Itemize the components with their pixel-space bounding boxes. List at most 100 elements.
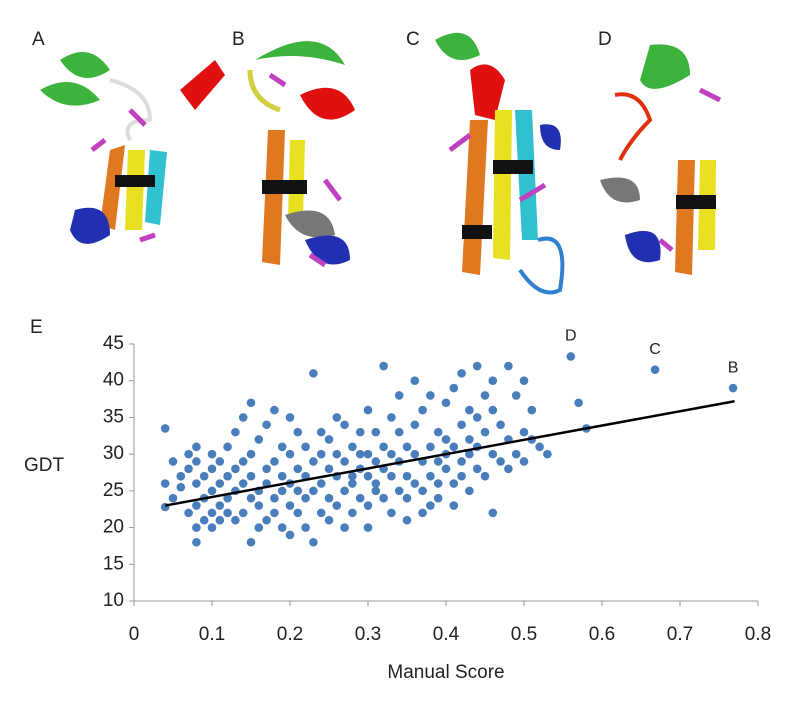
point — [246, 398, 256, 408]
point — [449, 383, 459, 393]
point — [511, 391, 521, 400]
point — [355, 449, 365, 459]
point — [238, 479, 248, 488]
y-tick-label: 40 — [103, 370, 124, 391]
point — [324, 435, 334, 444]
point — [332, 449, 342, 459]
point — [348, 479, 357, 488]
point — [340, 523, 349, 532]
x-tick-label: 0.1 — [199, 624, 225, 645]
y-tick-label: 20 — [103, 517, 124, 538]
point — [192, 501, 201, 510]
point — [348, 508, 357, 518]
point — [488, 508, 498, 518]
point — [324, 515, 334, 525]
point — [316, 427, 326, 437]
point — [465, 405, 474, 415]
point — [285, 449, 295, 459]
point — [433, 457, 443, 466]
point — [215, 479, 225, 488]
point — [566, 352, 576, 361]
point — [519, 427, 529, 437]
point — [215, 457, 225, 466]
point — [363, 449, 373, 459]
y-tick-label: 10 — [103, 590, 124, 611]
point — [371, 427, 381, 437]
point — [215, 515, 225, 525]
point — [527, 405, 537, 415]
point — [340, 457, 349, 466]
point — [192, 442, 201, 452]
point — [355, 427, 365, 437]
point — [480, 427, 490, 437]
point — [309, 457, 318, 466]
point — [246, 471, 256, 481]
point — [207, 464, 217, 474]
point — [199, 515, 209, 525]
point — [574, 398, 583, 408]
point — [316, 479, 326, 488]
point — [270, 405, 279, 415]
point — [410, 449, 420, 459]
point — [246, 449, 256, 459]
point — [238, 457, 248, 466]
point — [223, 442, 232, 452]
point — [387, 508, 396, 518]
point — [410, 420, 420, 430]
point — [223, 471, 232, 481]
point — [277, 471, 287, 481]
point — [441, 435, 451, 444]
point — [168, 493, 178, 503]
point — [426, 391, 435, 400]
point — [472, 464, 482, 474]
point — [223, 493, 232, 503]
point — [192, 457, 201, 466]
panel-label: D — [598, 29, 612, 50]
point — [457, 369, 466, 378]
point — [184, 449, 193, 459]
point — [192, 523, 201, 532]
point — [332, 501, 342, 510]
point — [262, 420, 271, 430]
structure-a — [40, 52, 225, 244]
point — [184, 508, 193, 518]
x-tick-label: 0.4 — [433, 624, 460, 645]
point — [363, 471, 373, 481]
x-tick-label: 0.8 — [745, 624, 771, 645]
point — [348, 471, 357, 481]
point — [270, 493, 279, 503]
point — [472, 413, 482, 422]
point — [340, 486, 349, 496]
point — [379, 493, 388, 503]
point — [309, 537, 318, 547]
x-axis-title: Manual Score — [387, 662, 504, 683]
annotation: C — [649, 341, 661, 358]
y-tick-label: 35 — [103, 406, 124, 427]
point — [441, 464, 451, 474]
point — [519, 376, 529, 386]
point — [309, 486, 318, 496]
point — [207, 486, 217, 496]
panel-label: A — [32, 29, 45, 50]
point — [496, 420, 505, 430]
point — [511, 449, 521, 459]
point — [387, 413, 396, 422]
point — [371, 479, 381, 488]
point — [402, 515, 412, 525]
y-tick-label: 25 — [103, 480, 124, 501]
point — [449, 442, 459, 452]
point — [246, 537, 256, 547]
point — [168, 457, 178, 466]
x-tick-label: 0.7 — [667, 624, 693, 645]
point — [231, 464, 240, 474]
point — [410, 376, 420, 386]
point — [231, 515, 240, 525]
point — [277, 486, 287, 496]
point — [293, 508, 303, 518]
point — [496, 457, 505, 466]
point — [332, 413, 342, 422]
y-tick-label: 45 — [103, 333, 124, 354]
point — [301, 442, 310, 452]
point — [480, 471, 490, 481]
point — [340, 420, 349, 430]
